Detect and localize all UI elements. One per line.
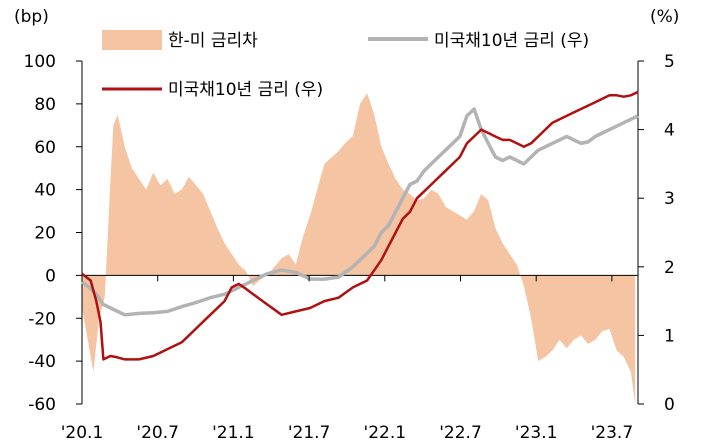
left-axis-ticks: 100 80 60 40 20 0 -20 -40 -60 [24, 52, 82, 415]
left-tick-label: -60 [28, 395, 56, 415]
right-tick-label: 3 [664, 189, 675, 209]
left-axis-unit: (bp) [14, 7, 49, 27]
x-tick-label: '23.1 [515, 423, 558, 443]
left-tick-label: 40 [34, 181, 56, 201]
spread-area [82, 93, 636, 404]
right-tick-label: 0 [664, 395, 675, 415]
x-axis-ticks: '20.1 '20.7 '21.1 '21.7 '22.1 '22.7 '23.1 '23.7 [61, 275, 633, 443]
legend: 한-미 금리차 미국채10년 금리 (우) 미국채10년 금리 (우) [102, 30, 589, 100]
x-tick-label: '21.1 [212, 423, 255, 443]
rate-line-red [81, 90, 639, 361]
rate-lines [80, 90, 639, 361]
x-tick-label: '22.1 [364, 423, 407, 443]
left-tick-label: 0 [45, 266, 56, 286]
left-tick-label: 60 [34, 138, 56, 158]
left-tick-label: -40 [28, 352, 56, 372]
x-tick-label: '23.7 [591, 423, 634, 443]
left-tick-label: 20 [34, 224, 56, 244]
right-tick-label: 4 [664, 121, 675, 141]
spread-area-fill [82, 93, 636, 404]
left-tick-label: 80 [34, 95, 56, 115]
x-tick-label: '20.1 [61, 423, 104, 443]
right-tick-label: 2 [664, 258, 675, 278]
legend-swatch-spread [102, 30, 162, 50]
right-tick-label: 1 [664, 326, 675, 346]
right-tick-label: 5 [664, 52, 675, 72]
rate-line-gray [80, 107, 639, 317]
legend-label-spread: 한-미 금리차 [168, 31, 258, 51]
left-tick-label: -20 [28, 309, 56, 329]
legend-label-gray: 미국채10년 금리 (우) [434, 31, 589, 51]
left-tick-label: 100 [24, 52, 56, 72]
legend-label-red: 미국채10년 금리 (우) [168, 80, 323, 100]
x-tick-label: '22.7 [439, 423, 482, 443]
right-axis-unit: (%) [650, 7, 679, 27]
x-tick-label: '20.7 [136, 423, 179, 443]
x-tick-label: '21.7 [288, 423, 331, 443]
right-axis-ticks: 5 4 3 2 1 0 [638, 52, 675, 415]
